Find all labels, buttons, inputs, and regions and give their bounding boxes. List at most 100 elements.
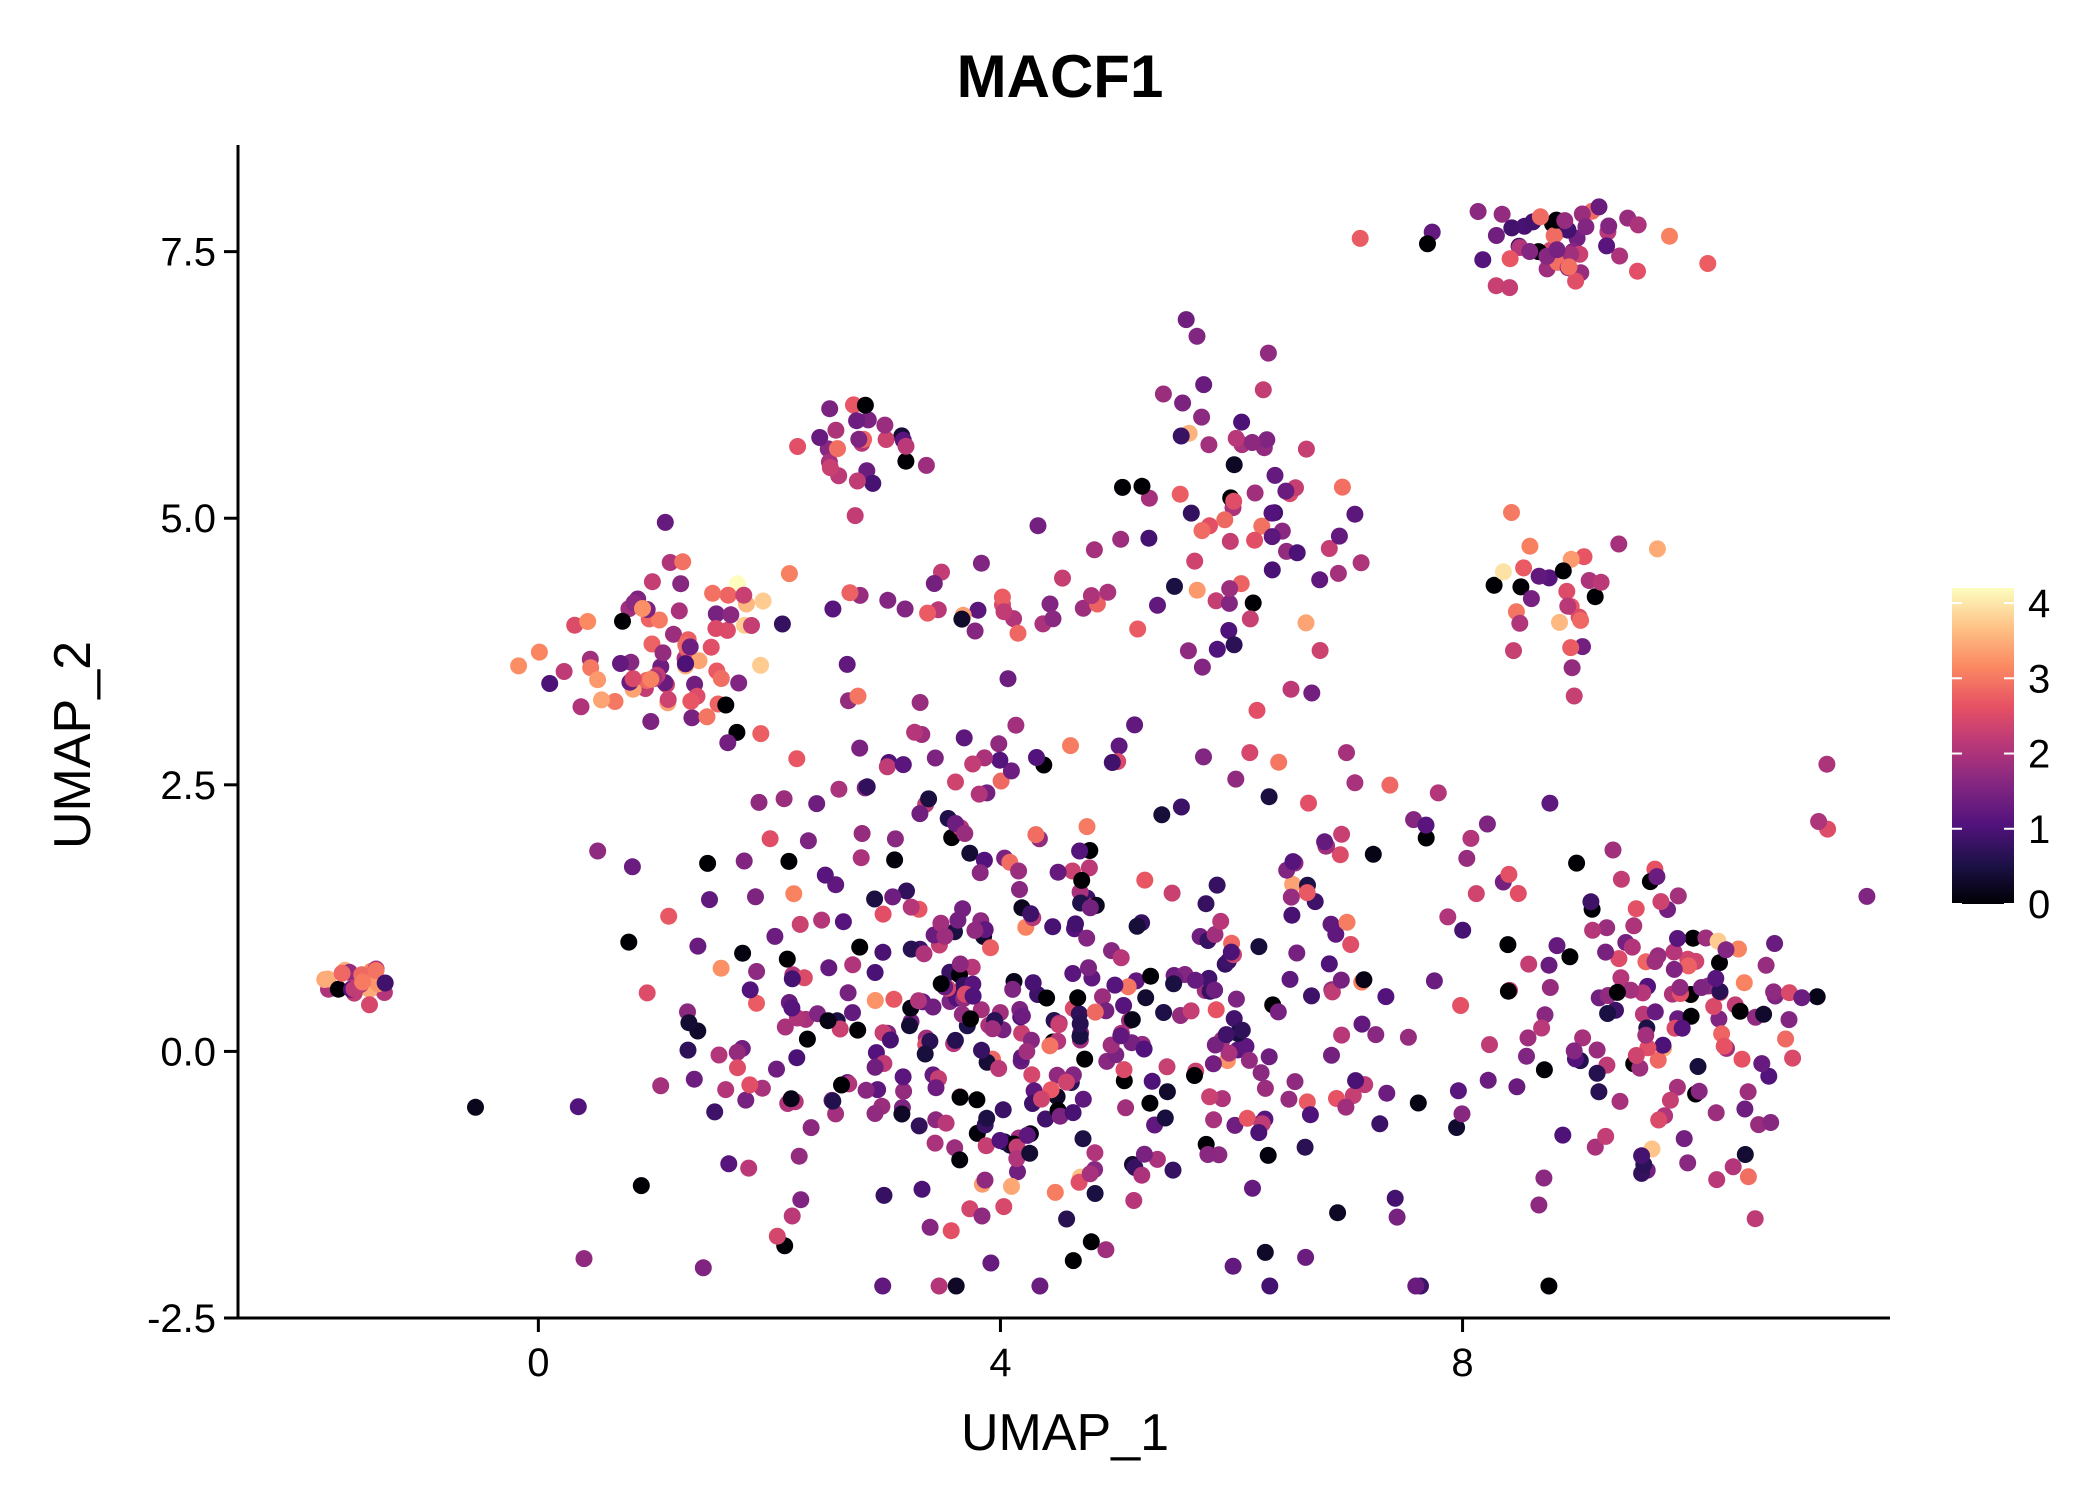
scatter-point <box>1297 614 1315 632</box>
scatter-point <box>1586 1138 1604 1156</box>
scatter-point <box>1226 1116 1244 1134</box>
scatter-point <box>1561 948 1579 966</box>
scatter-point <box>729 1059 746 1077</box>
scatter-point <box>743 617 760 634</box>
scatter-point <box>856 396 874 414</box>
scatter-point <box>1735 974 1753 992</box>
scatter-point <box>1135 1040 1153 1058</box>
scatter-point <box>1818 755 1836 773</box>
scatter-point <box>1562 639 1580 657</box>
scatter-point <box>1509 885 1527 902</box>
scatter-point <box>1213 1090 1231 1108</box>
scatter-point <box>1646 953 1664 970</box>
scatter-point <box>839 984 857 1002</box>
scatter-point <box>1022 905 1040 923</box>
scatter-point <box>1417 816 1435 834</box>
scatter-point <box>1259 1146 1277 1164</box>
scatter-point <box>1078 929 1096 947</box>
scatter-point <box>1033 1090 1050 1108</box>
scatter-point <box>1241 744 1259 762</box>
scatter-point <box>1041 595 1059 613</box>
scatter-point <box>1388 1208 1406 1226</box>
scatter-point <box>1500 865 1518 883</box>
scatter-point <box>1629 262 1646 280</box>
scatter-point <box>830 780 848 798</box>
scatter-point <box>1351 229 1369 247</box>
scatter-point <box>1736 1146 1754 1163</box>
scatter-point <box>1501 279 1519 297</box>
scatter-point <box>1536 1006 1554 1024</box>
scatter-point <box>1224 1257 1242 1275</box>
scatter-point <box>970 785 988 803</box>
scatter-point <box>1479 1071 1497 1089</box>
scatter-point <box>853 825 871 842</box>
scatter-point <box>947 1277 965 1295</box>
scatter-point <box>1690 1082 1708 1100</box>
scatter-point <box>707 620 725 637</box>
scatter-point <box>1009 624 1027 642</box>
scatter-point <box>783 999 801 1017</box>
scatter-point <box>768 1227 786 1245</box>
scatter-point <box>1367 1026 1385 1044</box>
scatter-point <box>1600 217 1618 235</box>
scatter-point <box>1499 936 1517 954</box>
scatter-point <box>1499 982 1517 1000</box>
scatter-point <box>852 849 870 867</box>
scatter-point <box>1808 988 1826 1006</box>
scatter-point <box>1469 203 1487 220</box>
scatter-point <box>1177 311 1195 329</box>
scatter-point <box>1452 997 1470 1014</box>
scatter-point <box>710 1046 728 1064</box>
scatter-point <box>1217 1026 1235 1044</box>
scatter-point <box>1284 853 1302 871</box>
scatter-point <box>1054 569 1071 587</box>
scatter-point <box>1018 1126 1036 1144</box>
scatter-point <box>1193 408 1211 426</box>
scatter-point <box>1080 859 1098 877</box>
scatter-point <box>827 421 845 439</box>
scatter-point <box>1038 989 1056 1007</box>
scatter-point <box>620 933 638 951</box>
scatter-point <box>575 1250 593 1268</box>
scatter-point <box>876 416 894 434</box>
scatter-point <box>1156 1109 1174 1127</box>
scatter-point <box>773 615 791 633</box>
scatter-point <box>1711 954 1728 972</box>
scatter-point <box>1346 505 1364 523</box>
scatter-point <box>750 793 768 811</box>
scatter-point <box>1669 930 1686 947</box>
scatter-point <box>844 1004 861 1022</box>
scatter-point <box>1028 749 1045 766</box>
scatter-point <box>1478 815 1496 833</box>
scatter-point <box>1590 198 1608 216</box>
scatter-point <box>1508 1078 1526 1096</box>
scatter-point <box>995 603 1013 621</box>
scatter-point <box>1338 744 1355 762</box>
scatter-point <box>1261 1277 1279 1295</box>
scatter-point <box>851 739 869 757</box>
scatter-point <box>1780 1011 1798 1029</box>
scatter-point <box>924 998 942 1016</box>
scatter-point <box>1221 580 1239 598</box>
scatter-point <box>1298 884 1316 902</box>
scatter-point <box>1352 554 1370 572</box>
scatter-point <box>895 1082 913 1100</box>
scatter-point <box>910 1117 928 1135</box>
scatter-point <box>699 854 717 872</box>
scatter-point <box>1123 1011 1141 1029</box>
scatter-point <box>951 1088 969 1106</box>
scatter-point <box>1207 1001 1225 1019</box>
scatter-point <box>1074 1090 1092 1108</box>
scatter-point <box>1241 610 1259 628</box>
scatter-point <box>1182 504 1200 522</box>
scatter-point <box>1296 1138 1314 1156</box>
scatter-points <box>316 198 1876 1295</box>
scatter-point <box>1766 935 1784 952</box>
scatter-point <box>1329 564 1347 582</box>
scatter-point <box>1166 577 1183 595</box>
scatter-point <box>1182 1002 1200 1020</box>
scatter-point <box>1554 1126 1572 1144</box>
scatter-point <box>973 1207 991 1225</box>
scatter-point <box>1069 989 1087 1007</box>
scatter-point <box>638 984 656 1002</box>
